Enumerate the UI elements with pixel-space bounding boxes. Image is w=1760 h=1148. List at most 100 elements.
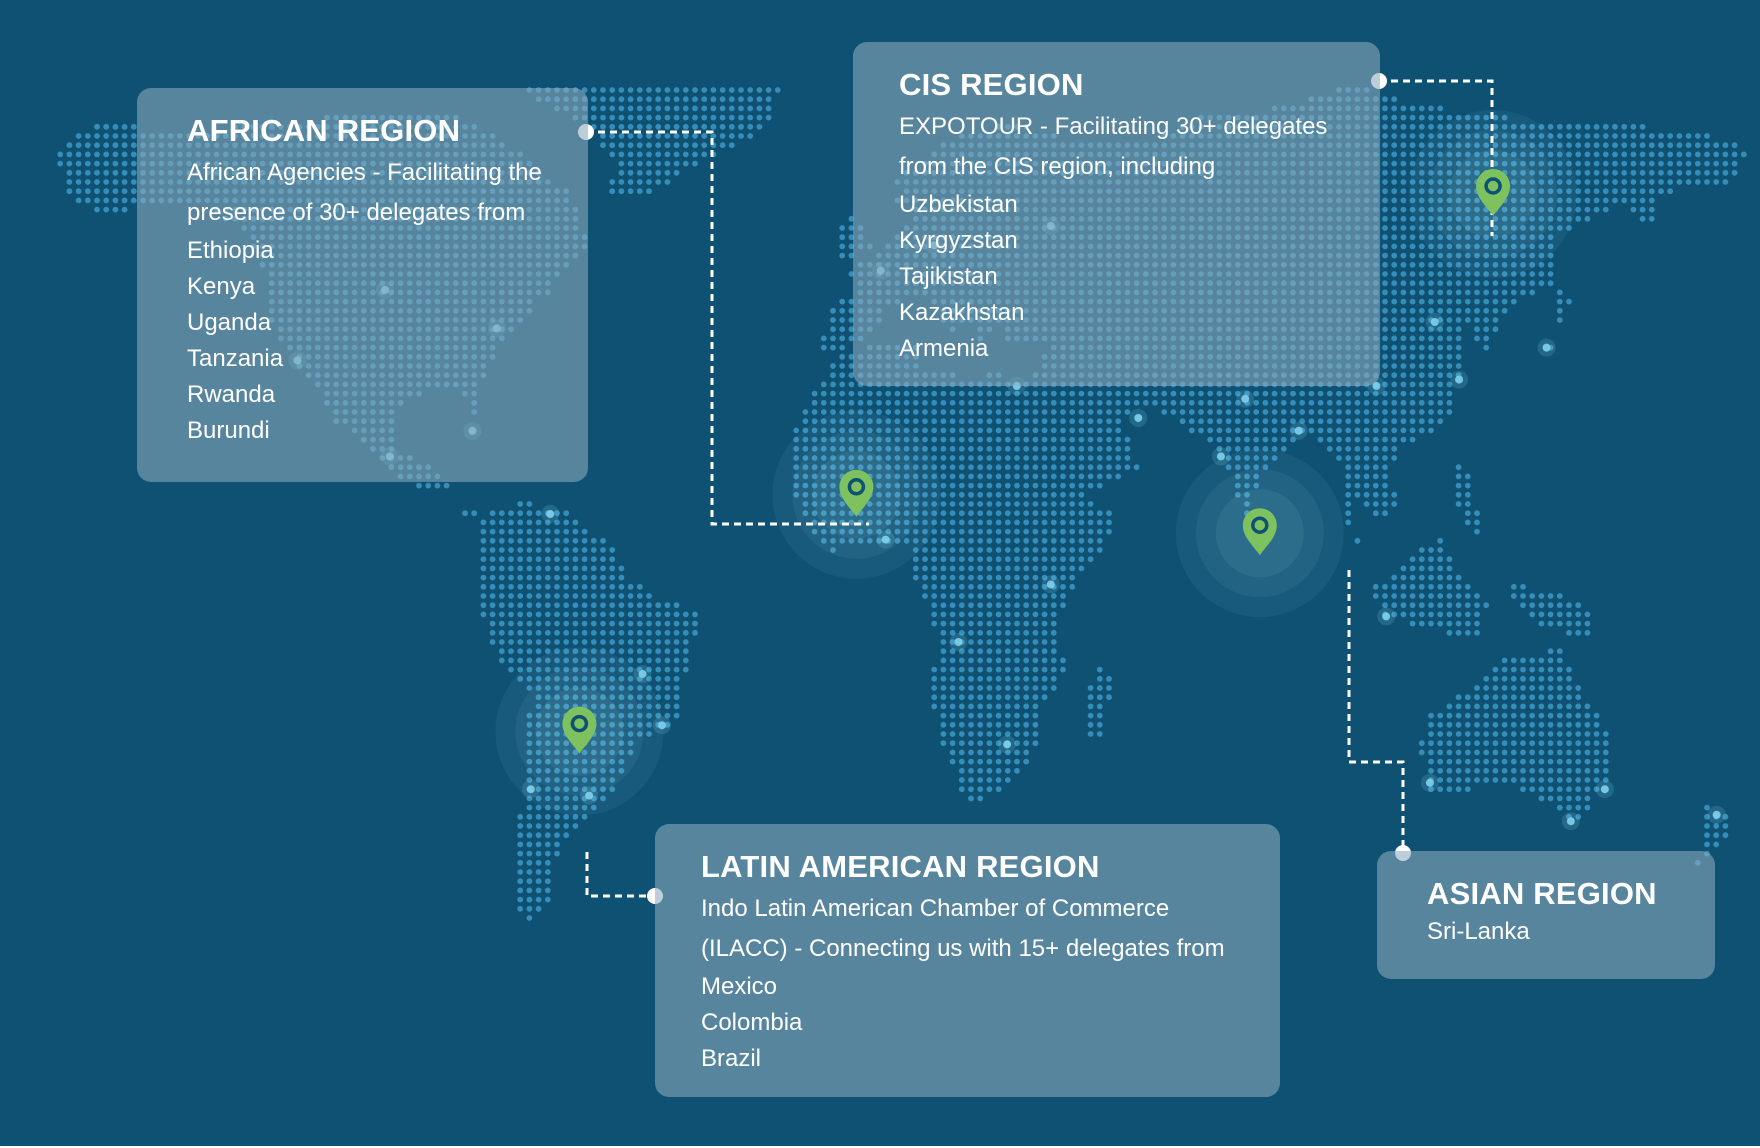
land-dot <box>839 225 846 231</box>
land-dot <box>986 537 993 544</box>
land-dot <box>1455 629 1462 636</box>
land-dot <box>1556 123 1563 130</box>
land-dot <box>1096 473 1103 480</box>
land-dot <box>646 657 652 664</box>
land-dot <box>526 639 533 645</box>
land-dot <box>1492 123 1499 130</box>
land-dot <box>1096 510 1103 517</box>
land-dot <box>1685 133 1692 139</box>
land-dot <box>1483 133 1490 139</box>
land-dot <box>627 611 634 618</box>
land-dot <box>1363 399 1370 406</box>
land-dot <box>811 390 818 397</box>
land-dot <box>636 188 643 195</box>
land-dot <box>1501 114 1508 121</box>
land-dot <box>508 657 514 664</box>
land-dot <box>1198 399 1204 406</box>
land-dot <box>636 179 643 185</box>
land-dot <box>1345 409 1352 415</box>
land-dot <box>498 657 505 664</box>
land-dot <box>655 114 662 121</box>
land-dot <box>1418 298 1425 305</box>
land-dot <box>1538 169 1545 176</box>
land-dot <box>84 151 91 158</box>
land-dot <box>747 105 754 112</box>
land-dot <box>986 390 993 397</box>
land-dot <box>1078 464 1085 471</box>
land-dot <box>1069 501 1076 507</box>
land-dot <box>1428 611 1434 618</box>
land-dot <box>1391 427 1398 434</box>
land-dot <box>958 501 965 507</box>
land-dot <box>1050 399 1057 406</box>
land-dot <box>1584 611 1591 618</box>
land-dot <box>1418 390 1425 397</box>
land-dot <box>940 611 947 618</box>
land-dot <box>940 547 947 553</box>
land-dot <box>84 160 91 167</box>
land-dot <box>1464 620 1471 627</box>
land-dot <box>949 565 956 572</box>
land-dot <box>517 519 524 526</box>
land-dot <box>517 611 524 618</box>
land-dot <box>1382 593 1388 599</box>
land-dot <box>1510 142 1517 149</box>
land-dot <box>958 482 965 489</box>
land-dot <box>673 620 680 627</box>
land-dot <box>977 593 984 599</box>
land-dot <box>1336 409 1342 415</box>
land-dot <box>673 611 680 618</box>
land-dot <box>1391 114 1398 121</box>
land-dot <box>1032 455 1039 461</box>
land-dot <box>508 611 514 618</box>
land-dot <box>664 87 671 93</box>
land-dot <box>1685 151 1692 158</box>
land-dot <box>112 197 119 204</box>
land-dot <box>1041 593 1048 599</box>
land-dot <box>995 639 1002 645</box>
land-dot <box>563 574 570 581</box>
land-dot <box>535 611 542 618</box>
land-dot <box>1354 482 1361 489</box>
land-dot <box>1575 620 1582 627</box>
land-dot <box>719 123 726 130</box>
land-dot <box>1096 464 1103 471</box>
land-dot <box>1363 473 1370 480</box>
land-dot <box>1455 482 1462 489</box>
land-dot <box>1400 298 1407 305</box>
land-dot <box>958 455 965 461</box>
land-dot <box>1004 556 1011 563</box>
land-dot <box>618 179 625 185</box>
land-dot <box>1639 188 1646 195</box>
land-dot <box>949 409 956 415</box>
land-dot <box>1124 464 1131 471</box>
land-dot <box>765 114 772 121</box>
land-dot <box>1345 455 1352 461</box>
land-dot <box>1639 133 1646 139</box>
land-dot <box>1612 197 1618 204</box>
land-dot <box>1124 390 1131 397</box>
land-dot <box>1060 537 1066 544</box>
land-dot <box>1382 409 1388 415</box>
land-dot <box>1602 197 1609 204</box>
land-dot <box>1621 142 1628 149</box>
land-dot <box>1428 169 1434 176</box>
land-dot <box>1087 556 1094 563</box>
land-dot <box>1188 427 1195 434</box>
land-dot <box>1326 399 1333 406</box>
land-dot <box>1382 252 1388 259</box>
land-dot <box>1556 307 1563 314</box>
land-dot <box>1050 427 1057 434</box>
land-dot <box>1446 326 1453 333</box>
land-dot <box>710 96 717 103</box>
land-dot <box>1455 179 1462 185</box>
land-dot <box>636 648 643 655</box>
land-dot <box>986 409 993 415</box>
land-dot <box>1271 409 1278 415</box>
land-dot <box>1188 390 1195 397</box>
land-dot <box>977 501 984 507</box>
land-dot <box>1437 537 1444 544</box>
land-dot <box>1483 280 1490 287</box>
land-dot <box>682 133 689 139</box>
land-dot <box>1437 206 1444 213</box>
